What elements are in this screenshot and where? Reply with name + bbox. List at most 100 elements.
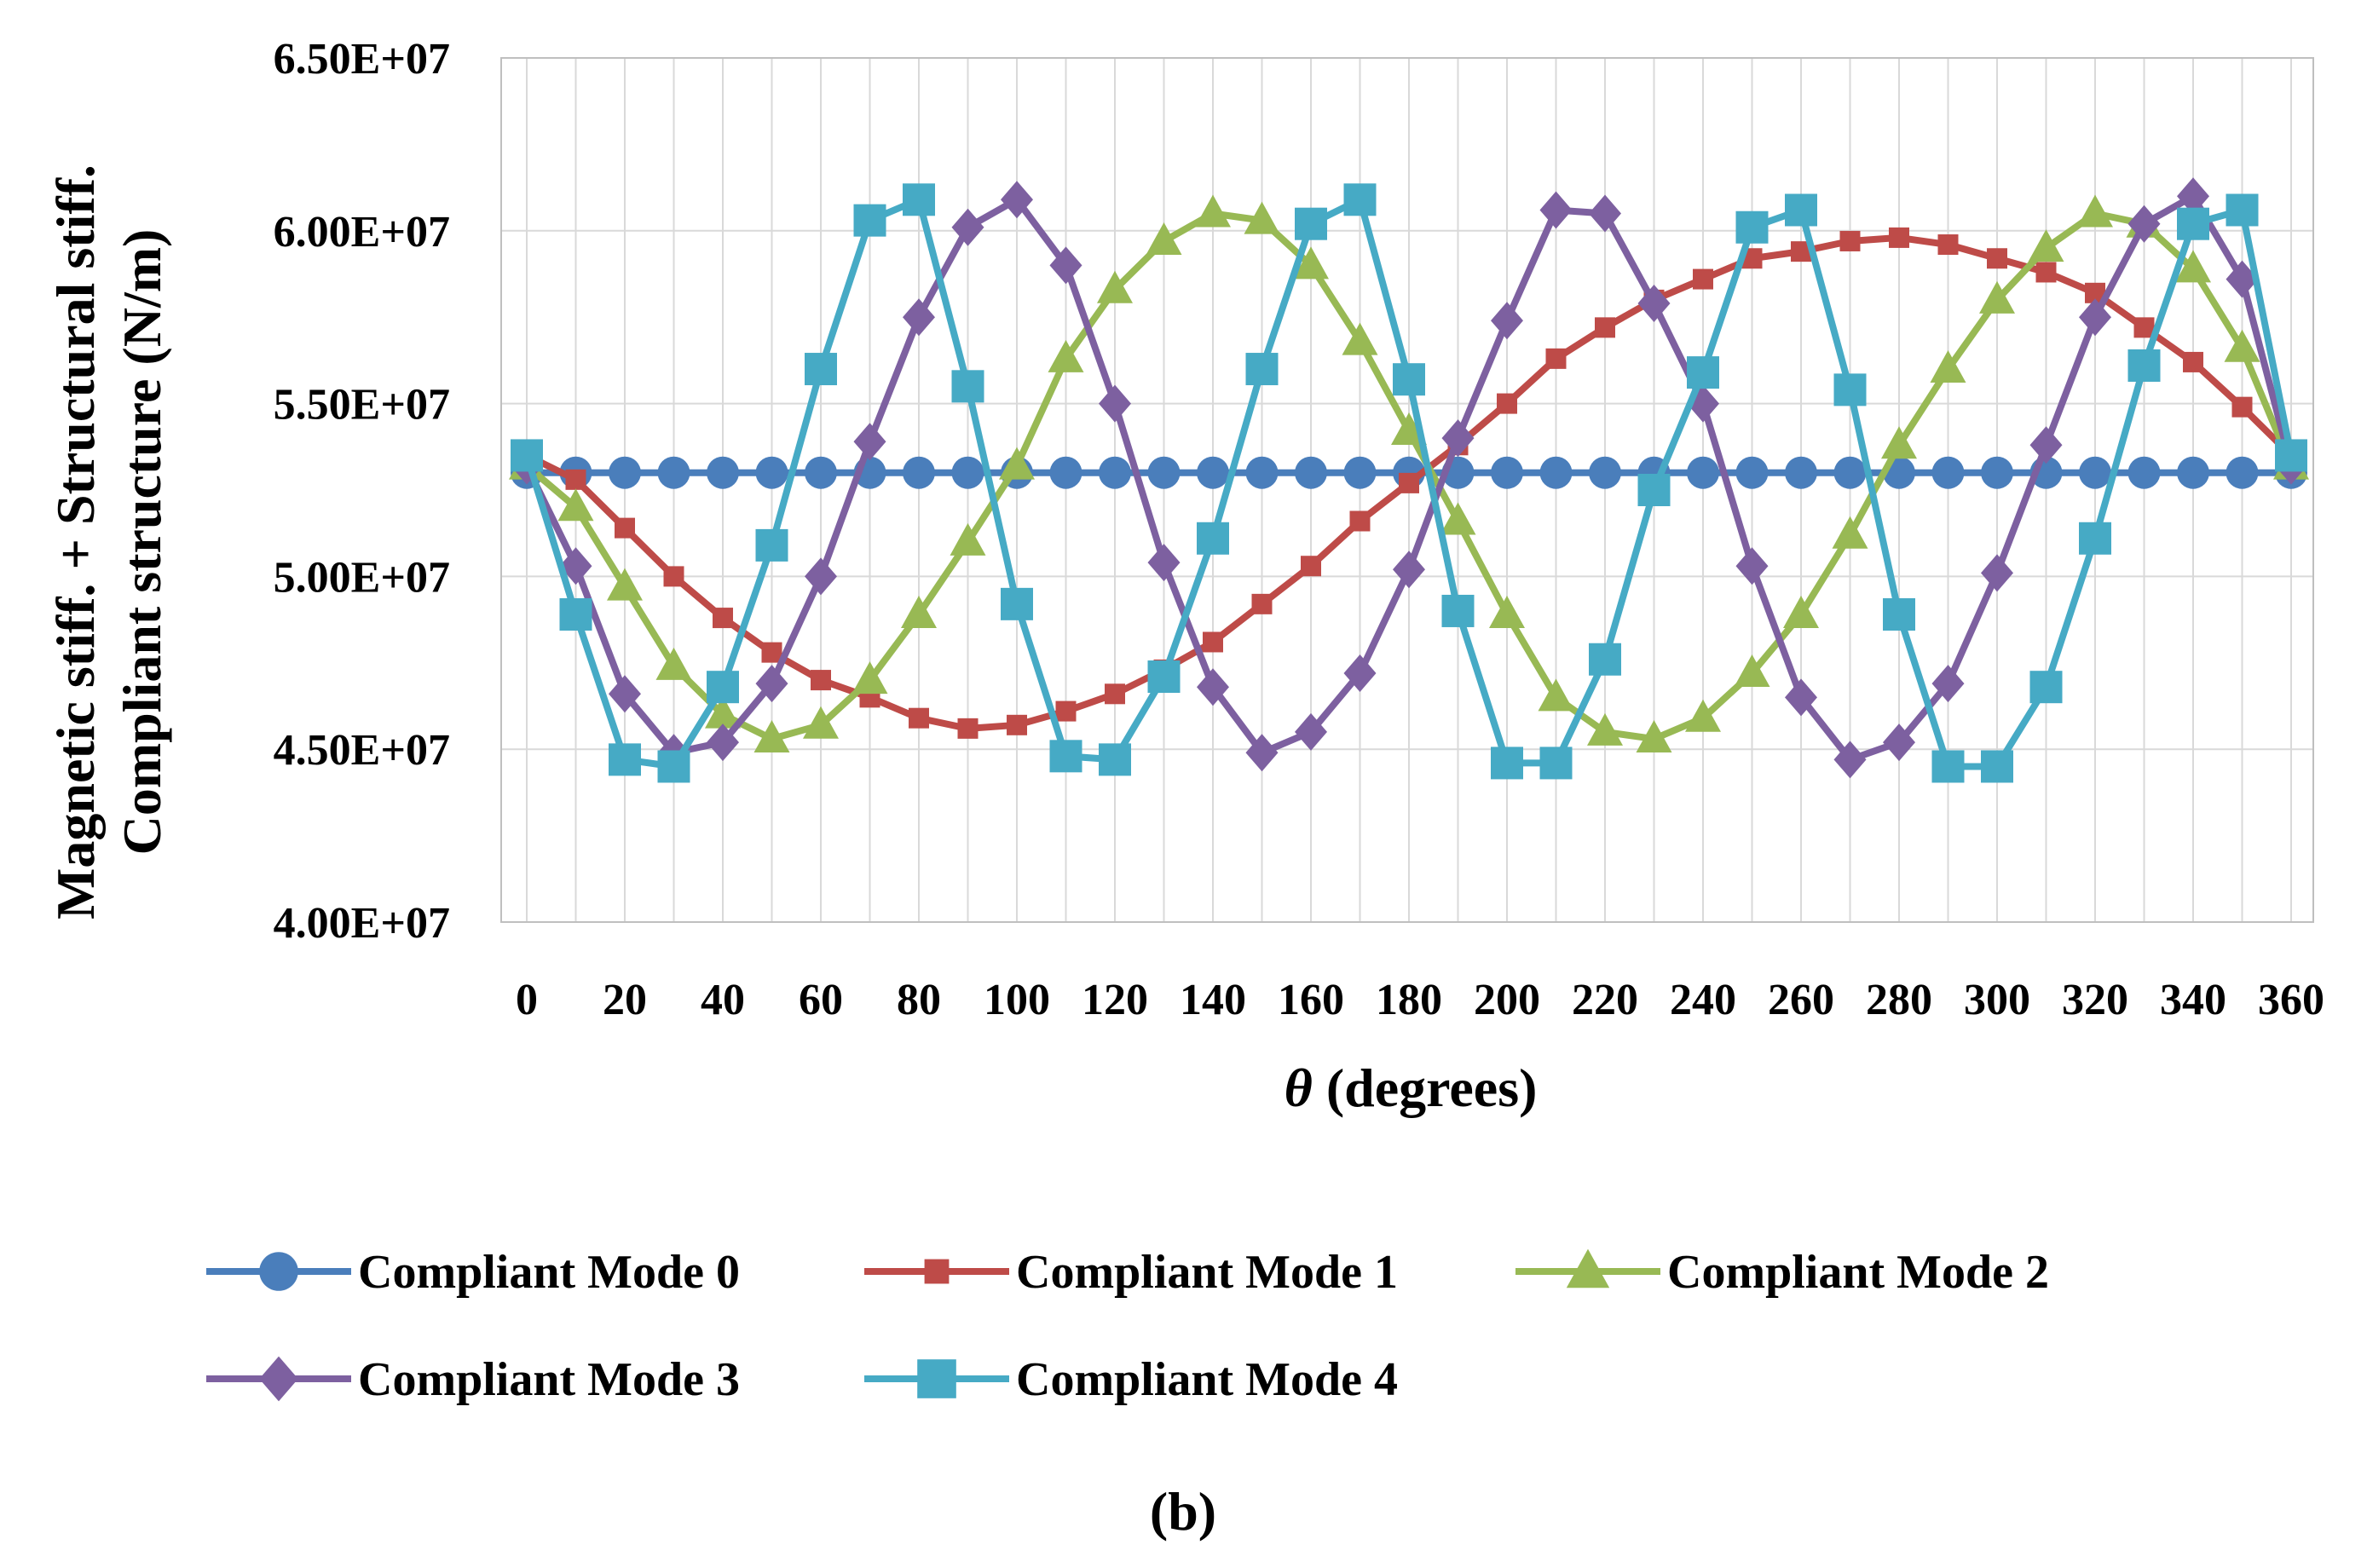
data-point	[1687, 456, 1719, 489]
x-axis: 0 20 40 60 80 100 120 140 160 180 200 220 240 260 280 3…	[516, 976, 2324, 1024]
data-point	[1049, 246, 1082, 285]
data-point	[853, 204, 886, 237]
data-point	[1981, 456, 2013, 489]
data-point	[753, 720, 790, 753]
data-point	[1245, 353, 1279, 386]
data-point	[1636, 720, 1672, 753]
data-point	[2035, 262, 2057, 283]
data-point	[707, 723, 739, 762]
x-tick-label: 360	[2258, 976, 2324, 1024]
data-point	[1393, 551, 1425, 589]
data-point	[1832, 516, 1868, 549]
data-point	[1981, 554, 2013, 592]
data-point	[1685, 699, 1721, 732]
x-tick-label: 20	[603, 976, 647, 1024]
data-point	[1587, 712, 1623, 746]
data-point	[657, 456, 690, 489]
legend-marker	[259, 1356, 298, 1402]
data-point	[1637, 284, 1671, 322]
data-point	[1595, 317, 1615, 338]
x-tick-label: 300	[1964, 976, 2030, 1024]
data-point	[761, 642, 782, 663]
data-point	[2226, 260, 2259, 298]
data-point	[1785, 193, 1817, 227]
legend-item: Compliant Mode 1	[864, 1246, 1398, 1299]
data-point	[1001, 587, 1033, 620]
plot-area	[500, 57, 2314, 923]
data-point	[1881, 426, 1917, 459]
y-tick-label: 6.00E+07	[274, 208, 450, 257]
legend-label: Compliant Mode 1	[1016, 1246, 1398, 1299]
legend-item: Compliant Mode 4	[864, 1353, 1398, 1406]
data-point	[1785, 678, 1817, 717]
data-point	[615, 517, 635, 539]
data-point	[1251, 593, 1273, 614]
x-tick-label: 280	[1866, 976, 1932, 1024]
y-tick-label: 4.00E+07	[274, 899, 450, 948]
data-point	[2029, 426, 2063, 464]
data-point	[903, 298, 935, 337]
data-point	[1343, 654, 1377, 692]
data-point	[707, 671, 739, 704]
x-tick-label: 180	[1376, 976, 1442, 1024]
data-point	[1489, 596, 1525, 629]
data-point	[2231, 396, 2253, 418]
data-point	[1539, 456, 1573, 489]
data-point	[1055, 700, 1077, 722]
data-point	[1195, 194, 1231, 228]
legend-item: Compliant Mode 0	[206, 1246, 740, 1299]
data-point	[1839, 230, 1861, 251]
x-tick-label: 200	[1474, 976, 1540, 1024]
series-group	[509, 177, 2309, 783]
data-point	[1833, 456, 1867, 489]
x-axis-title-symbol: θ	[1285, 1058, 1313, 1118]
data-point	[957, 718, 979, 739]
x-tick-label: 340	[2160, 976, 2226, 1024]
figure-caption: (b)	[1150, 1481, 1216, 1542]
data-point	[707, 456, 739, 489]
x-tick-label: 100	[984, 976, 1050, 1024]
series-3	[511, 177, 2307, 779]
data-point	[999, 447, 1035, 480]
data-point	[2029, 671, 2063, 704]
data-point	[1049, 456, 1082, 489]
data-point	[1007, 714, 1027, 735]
data-point	[1785, 456, 1817, 489]
data-point	[609, 675, 641, 713]
legend-marker	[259, 1252, 298, 1291]
data-point	[1301, 556, 1321, 577]
data-point	[1930, 350, 1966, 383]
data-point	[1393, 363, 1425, 396]
data-point	[951, 370, 984, 403]
data-point	[663, 566, 684, 587]
data-point	[1399, 472, 1419, 493]
data-point	[805, 353, 837, 386]
data-point	[1293, 246, 1329, 280]
x-axis-title: θ (degrees)	[1285, 1058, 1538, 1118]
legend-marker	[1566, 1248, 1610, 1288]
data-point	[1539, 747, 1573, 780]
y-tick-label: 5.00E+07	[274, 553, 450, 602]
data-point	[1105, 683, 1125, 705]
data-point	[1441, 419, 1475, 458]
data-point	[713, 608, 733, 629]
data-point	[2177, 207, 2209, 240]
data-point	[607, 568, 643, 601]
data-point	[1491, 747, 1523, 780]
data-point	[1539, 191, 1573, 229]
data-point	[2226, 456, 2259, 489]
data-point	[1295, 456, 1327, 489]
x-tick-label: 160	[1278, 976, 1344, 1024]
data-point	[951, 456, 984, 489]
data-point	[1735, 547, 1769, 585]
data-point	[1001, 181, 1033, 219]
data-point	[1343, 183, 1377, 216]
data-point	[2177, 456, 2209, 489]
data-point	[1197, 456, 1229, 489]
data-point	[1883, 598, 1915, 631]
data-point	[609, 456, 641, 489]
data-point	[1883, 723, 1915, 762]
data-point	[755, 456, 788, 489]
data-point	[853, 423, 886, 461]
data-point	[1931, 456, 1965, 489]
